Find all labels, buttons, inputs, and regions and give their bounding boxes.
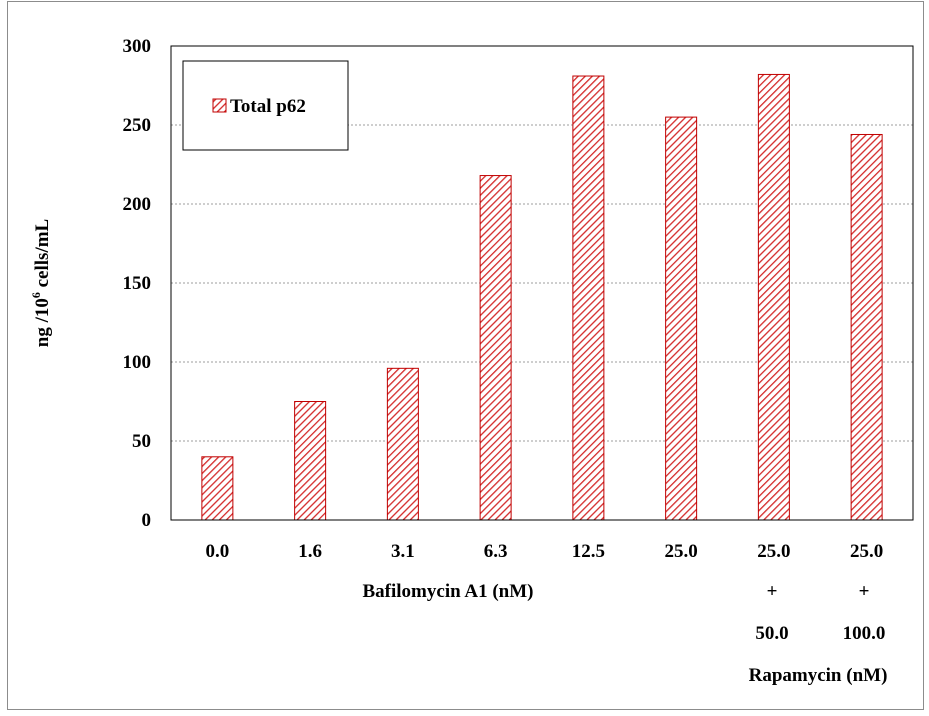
x-tick-label: 25.0 [850, 541, 883, 562]
x-tick-labels: 0.0 1.6 3.1 6.3 12.5 25.0 25.0 25.0 [206, 541, 884, 562]
legend-swatch [212, 98, 227, 113]
y-tick-label: 150 [123, 273, 152, 294]
x-tick-label: 25.0 [665, 541, 698, 562]
plot-area-border [170, 45, 914, 521]
bar-7 [757, 73, 790, 521]
legend-box [182, 60, 349, 151]
x-axis-label: Bafilomycin A1 (nM) [363, 581, 534, 602]
bar-5 [572, 75, 605, 521]
bar-4 [479, 175, 512, 521]
y-tick-label: 0 [142, 510, 152, 531]
chart-frame: 0 50 100 150 200 250 300 0.0 1.6 3.1 6.3 12.5 25.0 2… [7, 1, 924, 710]
bar-3 [386, 367, 419, 521]
x-tick-label: 0.0 [206, 541, 230, 562]
rapamycin-dose-2: 100.0 [843, 623, 886, 644]
bar-1 [201, 456, 234, 521]
y-axis-label: ng /106 cells/mL [29, 219, 53, 347]
y-tick-label: 250 [123, 115, 152, 136]
legend-label: Total p62 [230, 96, 306, 117]
rapamycin-dose-1: 50.0 [755, 623, 788, 644]
rapamycin-plus-2: + [859, 581, 870, 602]
bar-2 [294, 401, 327, 521]
x-tick-label: 12.5 [572, 541, 605, 562]
bar-chart: 0 50 100 150 200 250 300 0.0 1.6 3.1 6.3 12.5 25.0 2… [29, 36, 914, 686]
y-tick-labels: 0 50 100 150 200 250 300 [123, 36, 152, 531]
legend: Total p62 [182, 60, 349, 151]
rapamycin-annotations: + + 50.0 100.0 Rapamycin (nM) [749, 581, 888, 686]
y-tick-label: 100 [123, 352, 152, 373]
y-tick-label: 200 [123, 194, 152, 215]
y-tick-label: 50 [132, 431, 151, 452]
bar-8 [850, 133, 883, 521]
x-tick-label: 3.1 [391, 541, 415, 562]
bars [201, 73, 883, 521]
rapamycin-label: Rapamycin (nM) [749, 665, 888, 686]
gridlines [171, 124, 913, 442]
bar-6 [665, 116, 698, 521]
x-tick-label: 1.6 [298, 541, 322, 562]
y-tick-label: 300 [123, 36, 152, 57]
x-tick-label: 6.3 [484, 541, 508, 562]
y-axis-label-superscript: 6 [29, 292, 43, 298]
x-tick-label: 25.0 [757, 541, 790, 562]
rapamycin-plus-1: + [767, 581, 778, 602]
